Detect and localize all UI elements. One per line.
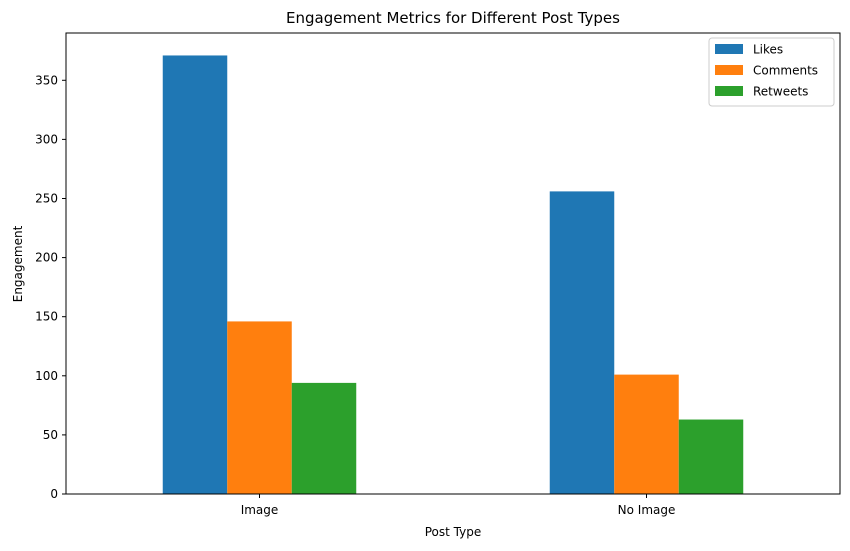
bar-likes-image [162,55,228,494]
legend-swatch-likes [715,44,743,54]
x-tick-label: No Image [618,503,676,517]
bar-comments-image [227,321,292,494]
y-tick-label: 250 [35,191,58,205]
legend-label-likes: Likes [753,43,783,57]
axes-layer: 0 50 100 150 200 250 300 350 Image No Image [35,32,841,517]
x-axis-label: Post Type [425,525,481,539]
chart-title: Engagement Metrics for Different Post Ty… [286,9,620,27]
legend-swatch-retweets [715,86,743,96]
y-tick-label: 300 [35,132,58,146]
legend-swatch-comments [715,65,743,75]
x-tick-label: Image [241,503,279,517]
y-tick-label: 50 [43,428,58,442]
legend: Likes Comments Retweets [708,37,835,107]
y-tick-label: 150 [35,310,58,324]
plot-frame [65,32,841,495]
legend-label-retweets: Retweets [753,85,808,99]
legend-label-comments: Comments [753,64,818,78]
y-axis-label: Engagement [11,225,25,302]
y-tick-label: 350 [35,73,58,87]
bar-retweets-image [291,382,357,494]
y-tick-label: 200 [35,251,58,265]
y-tick-label: 0 [50,487,58,501]
bar-likes-no-image [549,191,615,494]
bar-retweets-no-image [678,419,744,494]
y-tick-label: 100 [35,369,58,383]
bars-layer [162,55,744,494]
bar-comments-no-image [614,374,679,494]
